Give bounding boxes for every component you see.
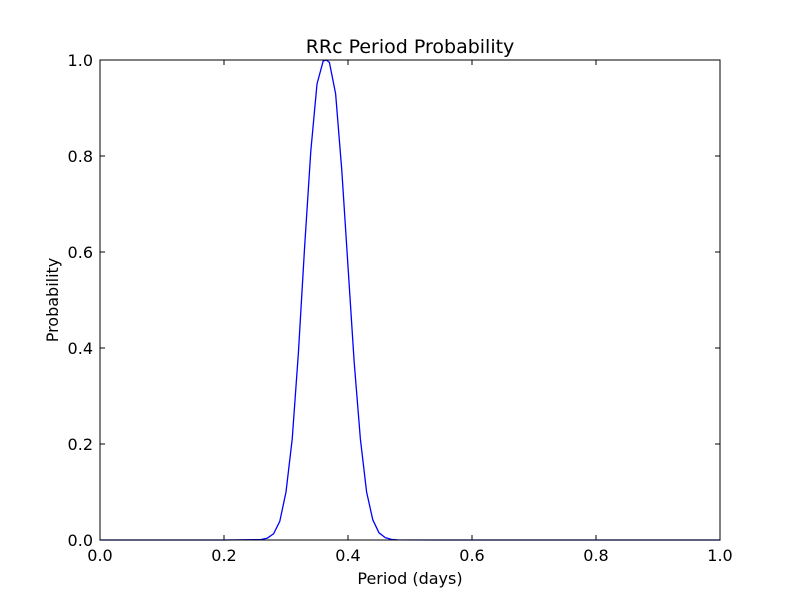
y-tick-label: 0.2	[68, 435, 93, 454]
series-line-0	[99, 59, 721, 541]
chart-title: RRc Period Probability	[306, 36, 515, 58]
y-tick-label: 1.0	[68, 51, 93, 70]
plot-series	[99, 59, 721, 541]
x-axis-label: Period (days)	[357, 569, 462, 588]
x-tick-label: 1.0	[707, 546, 732, 565]
x-tick-label: 0.0	[87, 546, 112, 565]
y-tick-label: 0.0	[68, 531, 93, 550]
x-tick-label: 0.2	[211, 546, 236, 565]
y-tick-label: 0.8	[68, 147, 93, 166]
y-axis-label: Probability	[43, 258, 62, 343]
y-tick-label: 0.6	[68, 243, 93, 262]
x-tick-label: 0.8	[583, 546, 608, 565]
x-tick-label: 0.6	[459, 546, 484, 565]
x-axis-ticks: 0.0 0.2 0.4 0.6 0.8 1.0	[87, 60, 733, 565]
y-tick-label: 0.4	[68, 339, 93, 358]
x-tick-label: 0.4	[335, 546, 360, 565]
plot-frame	[99, 59, 721, 541]
